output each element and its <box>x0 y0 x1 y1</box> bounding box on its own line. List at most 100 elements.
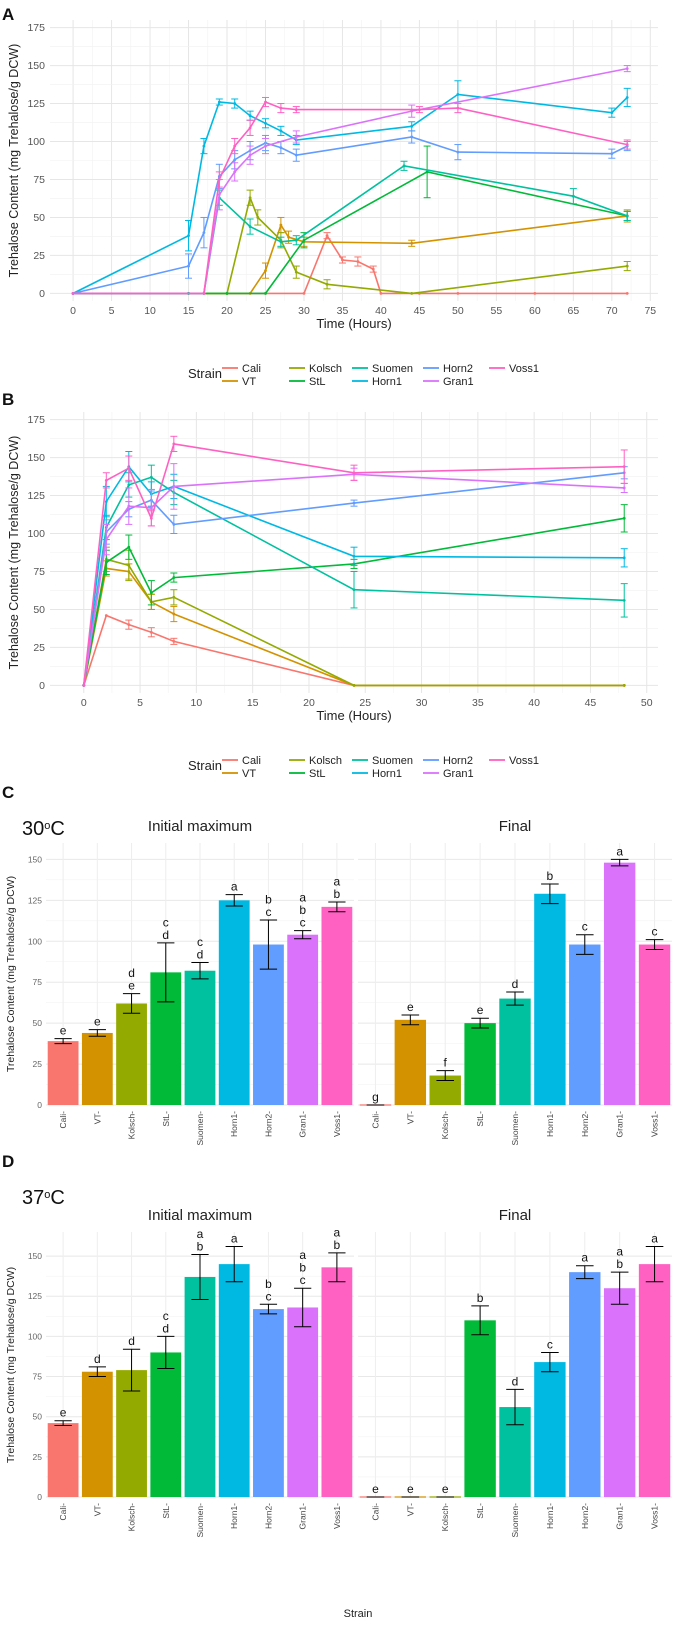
significance-letter: f <box>444 1056 448 1070</box>
data-point <box>456 93 460 96</box>
bar-cali <box>47 1423 79 1497</box>
x-tick-label: 15 <box>247 697 259 709</box>
significance-letter: d <box>162 1321 169 1335</box>
legend-label-vt: VT <box>242 376 256 388</box>
x-tick-label: Voss1- <box>332 1111 342 1137</box>
x-tick-label: Kolsch- <box>440 1111 450 1140</box>
data-point <box>264 269 267 273</box>
y-tick-label: 0 <box>39 680 45 692</box>
bar-group-stl: cd StL- <box>150 1309 182 1519</box>
bar-horn2 <box>569 1272 601 1497</box>
y-tick-label: 75 <box>33 1372 43 1382</box>
significance-letter: a <box>334 874 341 888</box>
y-tick-label: 100 <box>27 528 45 540</box>
x-axis-label: Time (Hours) <box>316 316 391 331</box>
data-point <box>172 639 176 643</box>
facet-title: Final <box>499 818 532 835</box>
data-point <box>127 504 131 508</box>
x-tick-label: 40 <box>375 305 387 317</box>
bar-group-suomen: d Suomen- <box>499 977 531 1146</box>
y-axis-label: Trehalose Content (mg Trehalose/g DCW) <box>7 436 21 670</box>
significance-letter: e <box>407 1000 414 1014</box>
y-tick-label: 125 <box>28 895 42 905</box>
data-point <box>625 67 629 71</box>
significance-letter: a <box>231 880 238 894</box>
degree-mark: o <box>44 1189 50 1201</box>
bar-vt <box>81 1032 113 1105</box>
x-tick-label: 75 <box>644 305 656 317</box>
y-axis-label: Trehalose Content (mg Trehalose/g DCW) <box>7 44 21 278</box>
legend-label-horn2: Horn2 <box>443 755 473 767</box>
x-tick-label: 50 <box>641 697 653 709</box>
data-point <box>425 170 429 174</box>
degree-unit: C <box>50 818 64 840</box>
data-point <box>202 231 206 235</box>
facet-title: Final <box>499 1207 532 1224</box>
bar-suomen <box>184 970 216 1105</box>
x-tick-label: VT- <box>405 1503 415 1516</box>
bar-group-suomen: cd Suomen- <box>184 935 216 1146</box>
data-point <box>71 292 75 295</box>
bar-group-cali: e Cali- <box>359 1482 392 1520</box>
data-point <box>233 102 237 105</box>
significance-letter: c <box>265 905 271 919</box>
x-tick-label: 25 <box>359 697 371 709</box>
series-line-vt <box>73 215 628 295</box>
significance-letter: c <box>652 925 658 939</box>
panel-label-b: B <box>2 390 14 409</box>
y-tick-label: 50 <box>33 1412 43 1422</box>
y-tick-label: 100 <box>27 136 45 148</box>
significance-letter: a <box>651 1231 658 1245</box>
x-tick-label: Cali- <box>58 1503 68 1521</box>
legend-label-horn2: Horn2 <box>443 363 473 375</box>
x-axis-label: Strain <box>344 1608 373 1620</box>
data-point <box>625 264 629 268</box>
y-tick-label: 100 <box>28 1331 42 1341</box>
significance-letter: a <box>299 891 306 905</box>
data-point <box>622 684 626 687</box>
y-tick-label: 125 <box>28 1291 42 1301</box>
data-point <box>149 630 153 634</box>
bar-group-gran1: a Gran1- <box>603 844 636 1137</box>
bar-group-kolsch: f Kolsch- <box>429 1056 461 1140</box>
data-point <box>149 591 153 595</box>
x-tick-label: 35 <box>472 697 484 709</box>
significance-letter: d <box>162 928 169 942</box>
bar-voss1 <box>321 906 353 1105</box>
data-point <box>302 238 306 242</box>
significance-letter: e <box>60 1024 67 1038</box>
significance-letter: c <box>300 916 306 930</box>
data-point <box>187 264 190 268</box>
legend-label-voss1: Voss1 <box>509 755 539 767</box>
bar-group-horn2: bc Horn2- <box>253 892 284 1137</box>
significance-letter: d <box>128 966 135 980</box>
x-tick-label: Voss1- <box>650 1111 660 1137</box>
significance-letter: c <box>582 920 588 934</box>
bar-group-cali: e Cali- <box>47 1024 79 1128</box>
x-tick-label: VT- <box>92 1111 102 1124</box>
data-point <box>172 442 176 446</box>
legend-label-cali: Cali <box>242 363 261 375</box>
data-point <box>610 111 614 115</box>
significance-letter: c <box>197 935 203 949</box>
bar-group-horn2: a Horn2- <box>569 1251 601 1529</box>
significance-letter: d <box>197 948 204 962</box>
data-point <box>217 100 221 104</box>
x-tick-label: Suomen- <box>195 1503 205 1538</box>
bar-group-cali: g Cali- <box>359 1090 392 1128</box>
bar-vt <box>81 1371 113 1497</box>
data-point <box>456 106 460 110</box>
data-point <box>352 501 356 505</box>
x-tick-label: 70 <box>606 305 618 317</box>
data-point <box>172 595 176 599</box>
x-tick-label: Horn1- <box>229 1503 239 1529</box>
significance-letter: d <box>94 1352 101 1366</box>
significance-letter: b <box>299 1261 306 1275</box>
data-point <box>104 538 108 541</box>
data-point <box>356 260 360 263</box>
x-tick-label: Horn2- <box>580 1111 590 1137</box>
bar-gran1 <box>603 862 636 1105</box>
degree-mark: o <box>44 820 50 832</box>
data-point <box>622 465 626 469</box>
bar-horn1 <box>534 893 566 1105</box>
